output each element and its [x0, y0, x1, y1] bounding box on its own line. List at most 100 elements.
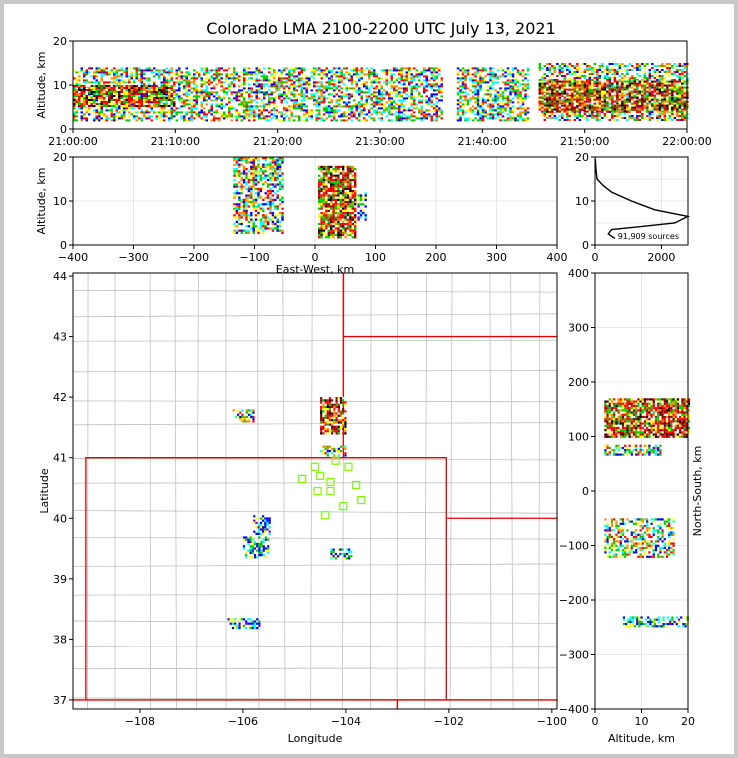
source-cell [548, 92, 552, 95]
source-cell [385, 77, 388, 80]
source-cell [390, 79, 393, 82]
source-cell [390, 97, 393, 100]
source-cell [95, 119, 98, 122]
source-cell [248, 101, 251, 104]
source-cell [643, 88, 647, 91]
source-cell [588, 92, 592, 95]
source-cell [333, 85, 336, 88]
source-cell [247, 205, 251, 208]
source-cell [390, 119, 393, 122]
source-cell [548, 84, 552, 87]
source-cell [656, 92, 659, 95]
source-cell [591, 117, 594, 119]
source-cell [228, 83, 231, 86]
source-cell [220, 89, 223, 92]
source-cell [435, 67, 438, 70]
source-cell [643, 98, 647, 101]
source-cell [235, 229, 239, 232]
source-cell [295, 97, 298, 100]
source-cell [240, 212, 243, 215]
source-cell [110, 89, 113, 92]
source-cell [193, 69, 196, 72]
source-cell [603, 98, 607, 101]
source-cell [248, 99, 251, 102]
source-cell [541, 86, 544, 89]
source-cell [250, 212, 253, 215]
source-cell [258, 71, 261, 74]
source-cell [666, 96, 669, 99]
source-cell [190, 105, 193, 108]
source-cell [566, 108, 569, 111]
source-cell [130, 75, 133, 78]
source-cell [509, 119, 512, 122]
source-cell [671, 108, 674, 111]
source-cell [501, 115, 505, 118]
source-cell [568, 94, 572, 97]
source-cell [494, 89, 497, 92]
source-cell [524, 109, 527, 112]
source-cell [285, 77, 288, 80]
source-cell [125, 99, 128, 101]
source-cell [621, 117, 624, 119]
source-cell [115, 75, 118, 78]
source-cell [400, 75, 403, 78]
source-cell [548, 104, 552, 107]
source-cell [408, 97, 411, 100]
source-cell [105, 85, 108, 87]
source-cell [350, 107, 353, 110]
source-cell [524, 77, 527, 80]
source-cell [360, 103, 363, 106]
source-cell [365, 99, 368, 102]
source-cell [398, 99, 401, 102]
source-cell [258, 113, 261, 116]
source-cell [275, 71, 278, 74]
source-cell [628, 86, 632, 89]
source-cell [138, 87, 141, 89]
source-cell [103, 81, 106, 84]
source-cell [233, 69, 236, 72]
source-cell [83, 107, 86, 110]
source-cell [591, 86, 594, 89]
source-cell [668, 80, 672, 83]
source-cell [193, 87, 196, 90]
source-cell [428, 113, 431, 116]
source-cell [250, 95, 253, 98]
source-cell [561, 106, 564, 109]
source-cell [489, 67, 492, 70]
source-cell [633, 106, 637, 109]
source-cell [415, 69, 418, 72]
source-cell [613, 86, 617, 89]
source-cell [538, 106, 542, 109]
source-cell [135, 119, 138, 122]
source-cell [526, 95, 530, 98]
source-cell [250, 109, 253, 112]
source-cell [225, 77, 228, 80]
source-cell [95, 111, 98, 114]
source-cell [240, 183, 243, 186]
source-cell [489, 93, 492, 96]
source-cell [368, 77, 371, 80]
source-cell [479, 69, 482, 72]
source-cell [198, 73, 201, 76]
source-cell [240, 172, 243, 175]
source-cell [163, 103, 166, 105]
source-cell [368, 97, 371, 100]
source-cell [233, 97, 236, 100]
source-cell [551, 102, 554, 105]
source-cell [663, 94, 667, 97]
source-cell [338, 99, 341, 102]
source-cell [95, 87, 98, 89]
source-cell [148, 115, 151, 118]
source-cell [671, 115, 674, 117]
source-cell [504, 81, 507, 84]
source-cell [553, 69, 557, 71]
source-cell [606, 108, 609, 111]
source-cell [681, 80, 684, 83]
source-cell [568, 88, 572, 91]
source-cell [290, 107, 293, 110]
source-cell [541, 106, 544, 109]
source-cell [388, 81, 391, 84]
source-cell [661, 98, 664, 101]
source-cell [180, 71, 183, 74]
source-cell [138, 97, 141, 99]
